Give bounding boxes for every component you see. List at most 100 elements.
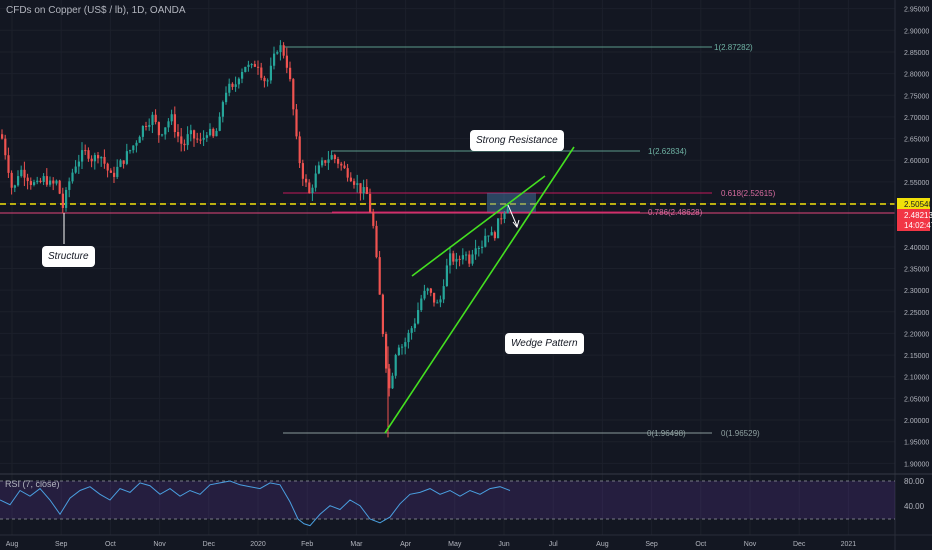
candle-body [321, 160, 324, 166]
candle-body [61, 193, 64, 208]
candle-body [260, 67, 263, 78]
candle-body [317, 165, 320, 174]
price-tick-label: 2.65000 [904, 137, 929, 144]
candle-body [132, 145, 135, 151]
candle-body [349, 177, 352, 182]
price-tick-label: 2.40000 [904, 245, 929, 252]
candle-body [167, 121, 170, 128]
candle-body [164, 127, 167, 135]
candle-body [138, 136, 141, 143]
candle-body [106, 163, 109, 171]
candle-body [49, 180, 52, 185]
candle-body [503, 213, 506, 220]
price-tick-label: 2.05000 [904, 396, 929, 403]
resistance-zone [487, 193, 536, 212]
candle-body [141, 125, 144, 137]
candle-body [362, 187, 365, 194]
fib-0618-label: 0.618(2.52615) [721, 189, 776, 198]
candle-body [378, 257, 381, 295]
candle-body [276, 52, 279, 54]
time-tick-label: Feb [301, 541, 313, 548]
candle-body [365, 187, 368, 194]
candle-body [497, 218, 500, 239]
rsi-upper-label: 80.00 [904, 477, 925, 486]
candle-body [311, 187, 314, 194]
candle-body [74, 166, 77, 173]
candle-body [372, 212, 375, 226]
candle-body [282, 45, 285, 56]
candle-body [481, 246, 484, 248]
candle-body [228, 83, 231, 93]
time-axis-ticks: Aug Sep Oct Nov Dec 2020 Feb Mar Apr May Jun Jul Aug… [6, 541, 857, 548]
time-tick-label: Apr [400, 541, 412, 548]
candle-body [397, 347, 400, 356]
price-tick-label: 2.15000 [904, 353, 929, 360]
candle-body [205, 135, 208, 138]
price-tick-label: 2.10000 [904, 375, 929, 382]
candle-body [225, 92, 228, 103]
candle-body [247, 64, 250, 67]
time-tick-label: Nov [153, 541, 166, 548]
last-price-value: 2.48213 [904, 211, 932, 220]
candle-body [135, 142, 138, 146]
fib-bottom-label-b: 0(1.96529) [721, 429, 760, 438]
rsi-lower-label: 40.00 [904, 502, 925, 511]
candle-body [129, 150, 132, 152]
candle-body [340, 163, 343, 166]
candle-body [84, 150, 87, 152]
candle-body [394, 355, 397, 376]
candle-body [42, 176, 45, 183]
candle-body [183, 143, 186, 146]
candle-body [413, 323, 416, 329]
last-price-tag [897, 209, 930, 231]
candle-body [180, 136, 183, 144]
candle-body [423, 290, 426, 299]
candle-body [477, 247, 480, 249]
price-tick-label: 2.30000 [904, 288, 929, 295]
candle-body [353, 181, 356, 185]
candle-body [122, 160, 125, 164]
candle-body [445, 265, 448, 287]
candle-body [285, 55, 288, 68]
resistance-callout[interactable]: Strong Resistance [470, 130, 564, 151]
candle-body [113, 172, 116, 177]
candle-body [385, 334, 388, 369]
candle-body [241, 71, 244, 79]
candle-body [410, 328, 413, 333]
candle-body [330, 155, 333, 160]
candle-body [202, 137, 205, 140]
candle-body [1, 134, 4, 139]
candle-body [116, 166, 119, 177]
candle-body [151, 114, 154, 125]
time-tick-label: Nov [744, 541, 757, 548]
wedge-callout[interactable]: Wedge Pattern [505, 333, 584, 354]
structure-callout[interactable]: Structure [42, 246, 95, 267]
candle-body [442, 286, 445, 300]
candle-body [231, 83, 234, 87]
price-tick-label: 2.85000 [904, 50, 929, 57]
candle-body [269, 65, 272, 81]
candle-body [218, 116, 221, 131]
time-tick-label: 2021 [841, 541, 857, 548]
bar-countdown: 14:02:47 [904, 221, 932, 230]
candle-body [71, 172, 74, 182]
down-arrow-icon [507, 204, 520, 229]
candle-body [33, 182, 36, 185]
candle-body [263, 77, 266, 82]
candle-body [292, 79, 295, 110]
candle-body [407, 332, 410, 343]
candle-body [68, 181, 71, 190]
candle-body [193, 130, 196, 139]
candle-body [161, 134, 164, 136]
candle-body [237, 78, 240, 85]
candle-body [471, 254, 474, 264]
candle-body [65, 189, 68, 208]
candle-body [436, 302, 439, 304]
candle-body [279, 45, 282, 53]
fib-resistance-label: 1(2.62834) [648, 147, 687, 156]
candle-body [468, 254, 471, 264]
candle-body [289, 67, 292, 80]
price-tick-label: 2.00000 [904, 418, 929, 425]
time-tick-label: Jun [498, 541, 509, 548]
candle-body [506, 209, 509, 214]
